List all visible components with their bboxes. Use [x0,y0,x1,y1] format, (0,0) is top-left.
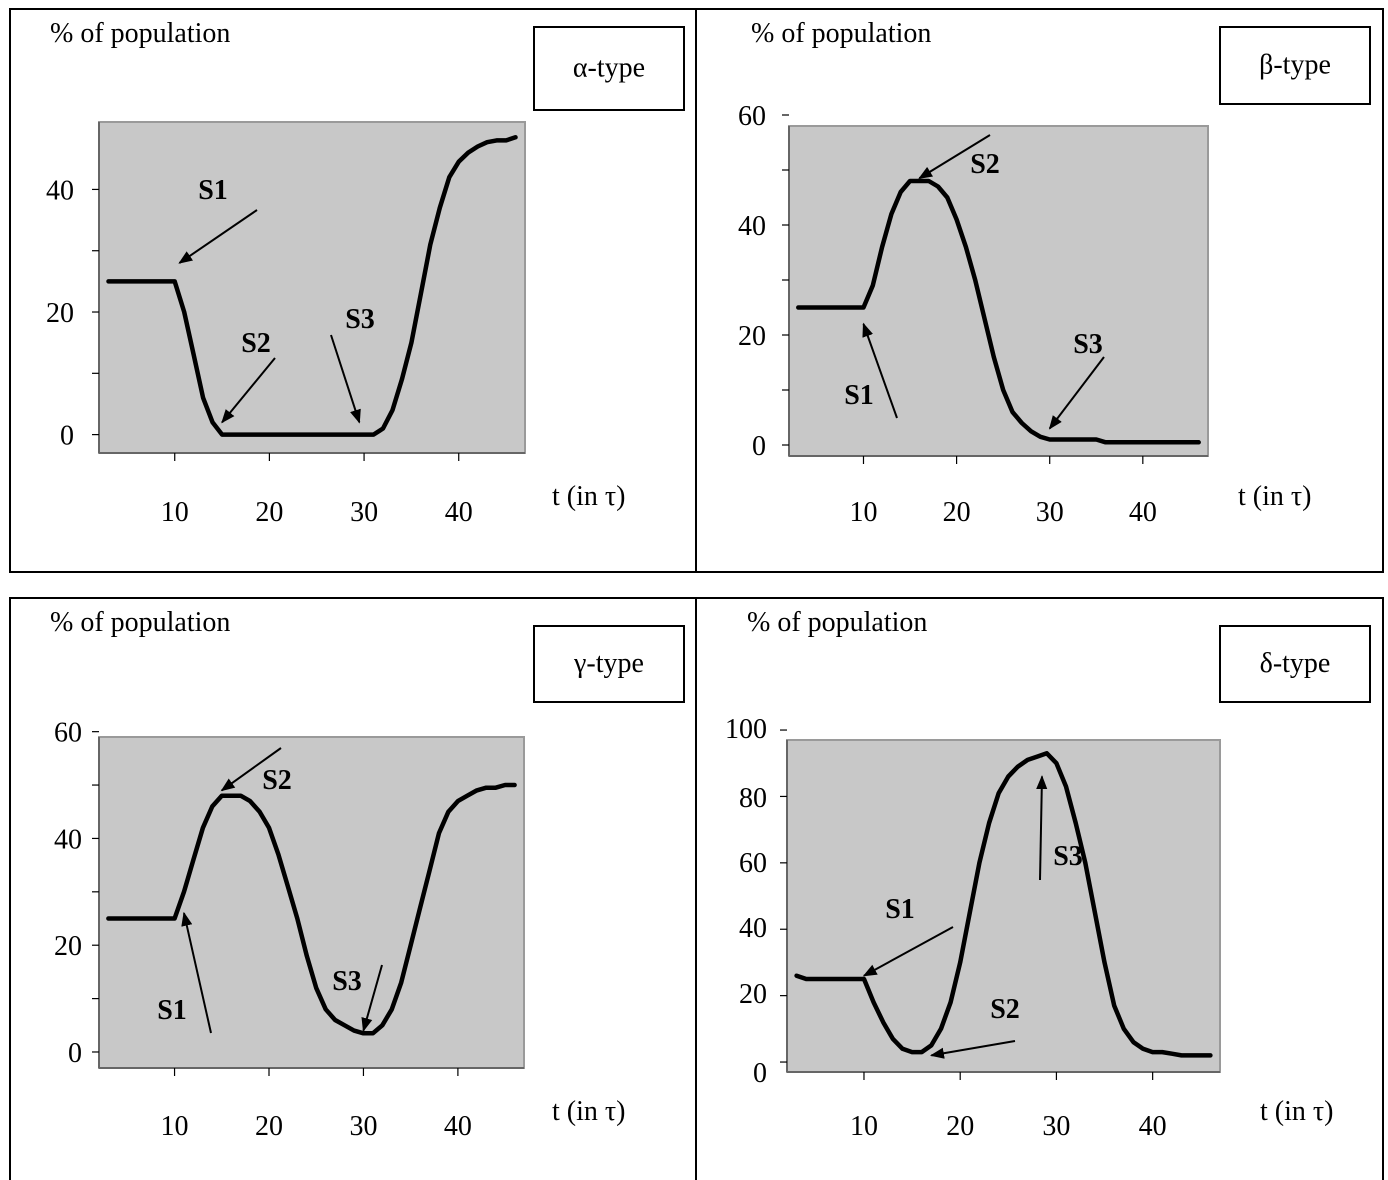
panel-0: 0 20 40 10 20 30 40 % of population t (in τ) α-ty… [46,18,685,528]
legend-box [1219,26,1371,105]
x-tick-label: 30 [349,1111,377,1142]
x-tick-label: 30 [1042,1111,1070,1142]
legend-label: α-type [573,53,645,84]
x-tick-label: 10 [161,1111,189,1142]
x-tick-label: 40 [445,497,473,528]
annotation-arrow [181,911,212,1034]
y-tick-label: 60 [54,718,82,749]
x-tick-label: 20 [255,497,283,528]
annotation-label: S3 [345,304,375,335]
annotation-label: S1 [157,995,187,1026]
panel-1: 0 20 40 60 10 20 30 40 % of population t (in τ) β-… [738,18,1371,528]
legend-box [1219,625,1371,703]
annotation-label: S3 [1053,841,1083,872]
series-line [106,782,517,1036]
panel-3: 0 20 40 60 80 100 10 20 30 40 % of population t (in… [725,607,1371,1142]
x-tick-label: 30 [350,497,378,528]
annotation-label: S1 [844,380,874,411]
y-tick-label: 40 [738,211,766,242]
y-tick-label: 60 [739,848,767,879]
annotation-arrow [862,322,898,419]
panel-2: 0 20 40 60 10 20 30 40 % of population t (in τ) γ-… [50,607,685,1142]
x-axis-label: t (in τ) [552,1096,625,1127]
x-tick-label: 20 [255,1111,283,1142]
y-axis-label: % of population [751,18,931,49]
x-axis-label: t (in τ) [1260,1096,1333,1127]
plot-area [98,736,525,1069]
x-tick-label: 10 [849,497,877,528]
plot-area [788,125,1209,457]
annotation-arrow [361,964,383,1032]
y-tick-label: 0 [752,431,766,462]
y-tick-label: 20 [54,931,82,962]
legend-label: δ-type [1260,648,1331,679]
annotation-label: S3 [332,966,362,997]
y-tick-label: 40 [46,175,74,206]
y-tick-label: 60 [738,101,766,132]
y-tick-label: 20 [739,979,767,1010]
annotation-label: S2 [262,765,292,796]
y-tick-label: 20 [46,298,74,329]
series-line [106,135,518,437]
annotation-arrow [1048,356,1105,430]
annotation-arrow [178,209,258,264]
y-axis-label: % of population [50,18,230,49]
annotation-arrow [1036,775,1048,881]
y-tick-label: 0 [753,1058,767,1089]
y-tick-label: 80 [739,783,767,814]
annotation-label: S2 [241,328,271,359]
annotation-label: S1 [885,894,915,925]
annotation-arrow [862,926,954,977]
plot-area [786,739,1221,1073]
y-tick-label: 40 [54,824,82,855]
annotation-label: S3 [1073,329,1103,360]
annotation-arrow [221,357,276,424]
annotation-label: S2 [990,994,1020,1025]
x-tick-label: 40 [1129,497,1157,528]
annotation-label: S1 [198,175,228,206]
y-tick-label: 40 [739,913,767,944]
x-tick-label: 10 [161,497,189,528]
legend-label: γ-type [573,648,644,679]
x-axis-label: t (in τ) [552,481,625,512]
annotation-arrow [330,334,361,424]
x-tick-label: 10 [850,1111,878,1142]
plot-area [98,121,526,454]
y-axis-label: % of population [50,607,230,638]
y-tick-label: 0 [60,421,74,452]
x-tick-label: 20 [946,1111,974,1142]
y-tick-label: 0 [68,1038,82,1069]
series-line [794,751,1213,1058]
annotation-label: S2 [970,149,1000,180]
series-line [796,178,1201,445]
annotation-arrow [220,747,282,792]
legend-box [533,26,685,111]
annotation-arrow [918,134,991,180]
annotation-arrow [929,1040,1016,1059]
x-tick-label: 40 [444,1111,472,1142]
legend-box [533,625,685,703]
x-tick-label: 30 [1036,497,1064,528]
y-tick-label: 20 [738,321,766,352]
legend-label: β-type [1259,50,1331,81]
y-axis-label: % of population [747,607,927,638]
x-axis-label: t (in τ) [1238,481,1311,512]
x-tick-label: 20 [943,497,971,528]
x-tick-label: 40 [1139,1111,1167,1142]
y-tick-label: 100 [725,714,767,745]
